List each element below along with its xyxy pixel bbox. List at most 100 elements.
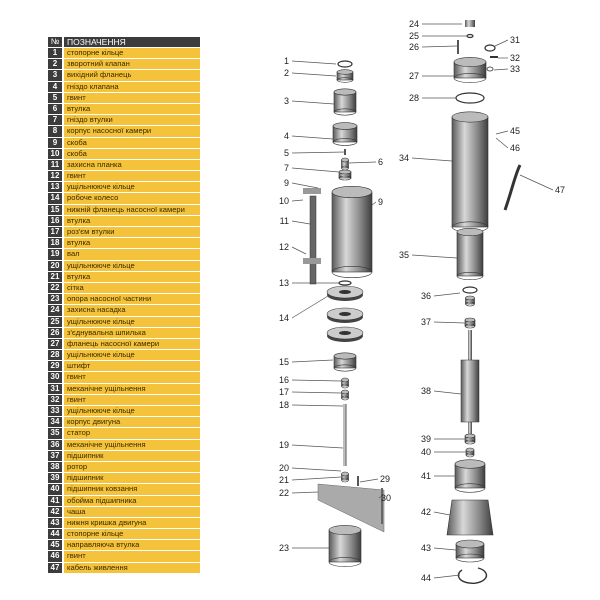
legend-number: 47 [48, 562, 62, 573]
legend-row: 19 вал [48, 249, 200, 260]
leader-line [421, 45, 458, 48]
legend-row: 24 захисна насадка [48, 305, 200, 316]
leader-line [433, 321, 466, 324]
part-callout: 34 [399, 153, 409, 163]
leader-line [433, 574, 461, 579]
legend-row: 2 зворотний клапан [48, 59, 200, 70]
legend-row: 16 втулка [48, 215, 200, 226]
part-callout: 35 [399, 250, 409, 260]
legend-number: 13 [48, 182, 62, 193]
leader-line [291, 295, 329, 319]
bushing-connector-top [341, 389, 349, 395]
mech-seal-36b-top [465, 295, 475, 301]
part-callout: 47 [555, 185, 565, 195]
sleeve-bearing-top [465, 447, 475, 453]
legend-row: 46 гвинт [48, 551, 200, 562]
legend-label: ущільнююче кільце [64, 350, 200, 361]
leader-line [291, 379, 342, 382]
legend-number: 3 [48, 70, 62, 81]
legend-label: обойма підшипника [64, 495, 200, 506]
legend-label: ущільнююче кільце [64, 182, 200, 193]
legend-number: 1 [48, 48, 62, 59]
legend-number: 36 [48, 439, 62, 450]
legend-number: 42 [48, 506, 62, 517]
legend-number: 27 [48, 338, 62, 350]
legend-number: 41 [48, 495, 62, 506]
pump-chamber-housing-bottom [331, 265, 373, 279]
chamber-flange-top [453, 57, 487, 67]
part-callout: 21 [279, 475, 289, 485]
part-callout: 41 [421, 471, 431, 481]
leader-line [359, 478, 379, 483]
legend-label: ущільнююче кільце [64, 406, 200, 417]
legend-label: підшипник ковзання [64, 484, 200, 495]
legend-label: гвинт [64, 394, 200, 405]
bushing-21-top [341, 471, 349, 477]
pump-support-bottom [328, 557, 362, 567]
seal-ring-28 [455, 92, 485, 104]
legend-row: 27 фланець насосної камери [48, 338, 200, 350]
legend-number: 18 [48, 238, 62, 249]
legend-number: 28 [48, 350, 62, 361]
legend-label: втулка [64, 103, 200, 115]
bearing-holder-top [454, 459, 486, 469]
legend-label: підшипник [64, 473, 200, 484]
leader-line [493, 68, 509, 71]
legend-label: робоче колесо [64, 193, 200, 204]
leader-line [291, 220, 311, 225]
legend-number: 29 [48, 361, 62, 372]
leader-line [291, 391, 342, 394]
legend-label: втулка [64, 238, 200, 249]
legend-label: з'єднувальна шпилька [64, 327, 200, 338]
part-callout: 17 [279, 387, 289, 397]
legend-label: гніздо втулки [64, 115, 200, 126]
legend-number: 22 [48, 282, 62, 294]
leader-line [348, 161, 377, 164]
legend-number: 43 [48, 517, 62, 529]
legend-row: 12 гвинт [48, 171, 200, 182]
legend-label: зворотний клапан [64, 59, 200, 70]
legend-label: сітка [64, 282, 200, 294]
outlet-flange-bottom [333, 108, 357, 116]
legend-row: 32 гвинт [48, 394, 200, 405]
part-callout: 40 [421, 447, 431, 457]
part-callout: 20 [279, 463, 289, 473]
part-callout: 37 [421, 317, 431, 327]
legend-row: 30 гвинт [48, 372, 200, 383]
leader-line [291, 444, 344, 449]
legend-label: нижня кришка двигуна [64, 517, 200, 529]
power-cable [503, 164, 522, 211]
leader-line [495, 130, 509, 135]
leader-line [378, 495, 383, 499]
motor-housing-top [451, 111, 489, 123]
legend-number: 21 [48, 271, 62, 282]
legend-label: скоба [64, 137, 200, 148]
part-callout: 19 [279, 440, 289, 450]
valve-seat-bottom [332, 138, 358, 146]
part-callout: 18 [279, 400, 289, 410]
legend-row: 45 направляюча втулка [48, 540, 200, 551]
bracket-9 [303, 188, 321, 194]
legend-label: роз'єм втулки [64, 227, 200, 238]
legend-number: 44 [48, 529, 62, 540]
bushing-seat-bottom [338, 175, 352, 181]
legend-row: 17 роз'єм втулки [48, 227, 200, 238]
bushing-21-bottom [341, 477, 349, 483]
legend-row: 18 втулка [48, 238, 200, 249]
legend-label: стопорне кільце [64, 529, 200, 540]
impeller-1-hole [339, 290, 351, 294]
part-callout: 2 [284, 68, 289, 78]
pump-support [328, 529, 362, 563]
legend-number: 24 [48, 305, 62, 316]
legend-row: 7 гніздо втулки [48, 115, 200, 126]
part-callout: 9 [284, 178, 289, 188]
legend-number: 39 [48, 473, 62, 484]
strainer [317, 483, 385, 533]
legend-row: 38 ротор [48, 461, 200, 473]
part-callout: 1 [284, 56, 289, 66]
bushing-16-top [341, 377, 349, 383]
legend-label: вал [64, 249, 200, 260]
legend-number: 9 [48, 137, 62, 148]
bushing-connector-bottom [341, 395, 349, 401]
